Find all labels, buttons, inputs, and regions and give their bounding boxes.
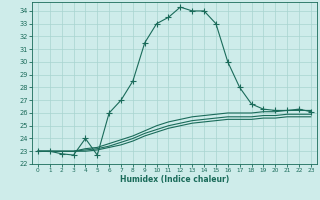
X-axis label: Humidex (Indice chaleur): Humidex (Indice chaleur) [120, 175, 229, 184]
